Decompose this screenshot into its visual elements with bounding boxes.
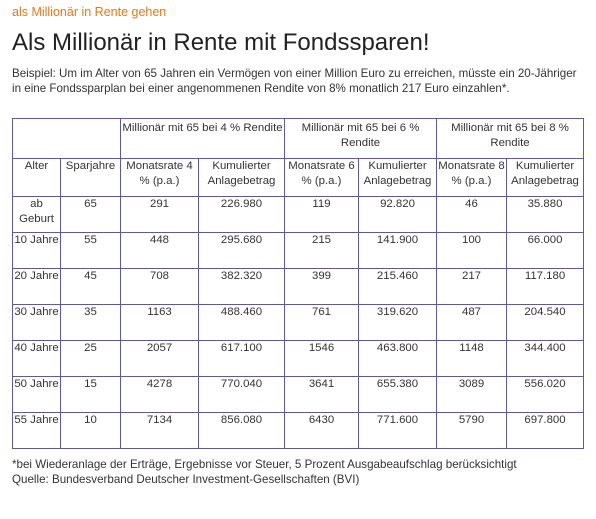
cell-rate-4: 7134 [120,412,199,449]
cell-cum-4: 488.460 [198,304,285,341]
cell-rate-8: 5790 [436,412,507,449]
cell-cum-8: 35.880 [506,196,584,233]
cell-rate-6: 6430 [284,412,359,449]
column-header-age: Alter [12,158,61,197]
cell-cum-6: 141.900 [358,232,437,269]
cell-rate-8: 217 [436,268,507,305]
cell-cum-4: 295.680 [198,232,285,269]
table-row: 55 Jahre 10 7134 856.080 6430 771.600 57… [12,412,584,449]
cell-years: 45 [60,268,121,305]
cell-years: 55 [60,232,121,269]
column-header-cum-8: Kumulierter Anlagebetrag [506,158,584,197]
table-row: 30 Jahre 35 1163 488.460 761 319.620 487… [12,304,584,341]
cell-cum-6: 463.800 [358,340,437,377]
cell-rate-4: 2057 [120,340,199,377]
article: als Millionär in Rente gehen Als Million… [12,0,586,486]
column-header-rate-4: Monatsrate 4 % (p.a.) [120,158,199,197]
cell-rate-6: 215 [284,232,359,269]
cell-age: 55 Jahre [12,412,61,449]
cell-rate-4: 1163 [120,304,199,341]
cell-age: 40 Jahre [12,340,61,377]
cell-rate-8: 1148 [436,340,507,377]
cell-cum-6: 319.620 [358,304,437,341]
table-row: 20 Jahre 45 708 382.320 399 215.460 217 … [12,268,584,305]
cell-cum-6: 215.460 [358,268,437,305]
cell-years: 10 [60,412,121,449]
cell-cum-4: 382.320 [198,268,285,305]
column-header-rate-8: Monatsrate 8 % (p.a.) [436,158,507,197]
cell-cum-8: 556.020 [506,376,584,413]
cell-rate-6: 119 [284,196,359,233]
cell-cum-6: 655.380 [358,376,437,413]
cell-cum-6: 92.820 [358,196,437,233]
cell-cum-4: 770.040 [198,376,285,413]
group-header-6-percent: Millionär mit 65 bei 6 % Rendite [284,118,437,159]
cell-years: 35 [60,304,121,341]
cell-cum-8: 344.400 [506,340,584,377]
cell-rate-6: 3641 [284,376,359,413]
table-group-header-row: Millionär mit 65 bei 4 % Rendite Million… [12,118,584,159]
cell-age: 10 Jahre [12,232,61,269]
footnote: *bei Wiederanlage der Erträge, Ergebniss… [12,458,517,471]
cell-rate-4: 448 [120,232,199,269]
cell-cum-4: 226.980 [198,196,285,233]
table-row: 50 Jahre 15 4278 770.040 3641 655.380 30… [12,376,584,413]
cell-cum-8: 697.800 [506,412,584,449]
cell-cum-6: 771.600 [358,412,437,449]
article-kicker: als Millionär in Rente gehen [12,5,167,19]
cell-age: ab Geburt [12,196,61,233]
cell-cum-4: 617.100 [198,340,285,377]
column-header-rate-6: Monatsrate 6 % (p.a.) [284,158,359,197]
table-row: 40 Jahre 25 2057 617.100 1546 463.800 11… [12,340,584,377]
cell-age: 20 Jahre [12,268,61,305]
cell-rate-8: 100 [436,232,507,269]
cell-rate-4: 708 [120,268,199,305]
table-row: ab Geburt 65 291 226.980 119 92.820 46 3… [12,196,584,233]
cell-rate-6: 761 [284,304,359,341]
cell-years: 25 [60,340,121,377]
cell-cum-8: 66.000 [506,232,584,269]
cell-rate-4: 4278 [120,376,199,413]
column-header-years: Sparjahre [60,158,121,197]
group-header-8-percent: Millionär mit 65 bei 8 % Rendite [436,118,584,159]
cell-cum-8: 204.540 [506,304,584,341]
cell-rate-8: 487 [436,304,507,341]
cell-rate-6: 399 [284,268,359,305]
group-header-4-percent: Millionär mit 65 bei 4 % Rendite [120,118,285,159]
cell-cum-4: 856.080 [198,412,285,449]
savings-table: Millionär mit 65 bei 4 % Rendite Million… [12,118,584,449]
cell-rate-8: 46 [436,196,507,233]
table-column-header-row: Alter Sparjahre Monatsrate 4 % (p.a.) Ku… [12,158,584,197]
article-intro: Beispiel: Um im Alter von 65 Jahren ein … [12,67,577,95]
column-header-cum-6: Kumulierter Anlagebetrag [358,158,437,197]
source-line: Quelle: Bundesverband Deutscher Investme… [12,473,360,486]
cell-cum-8: 117.180 [506,268,584,305]
cell-rate-6: 1546 [284,340,359,377]
cell-age: 30 Jahre [12,304,61,341]
column-header-cum-4: Kumulierter Anlagebetrag [198,158,285,197]
cell-years: 65 [60,196,121,233]
table-footer: *bei Wiederanlage der Erträge, Ergebniss… [12,457,584,487]
cell-rate-8: 3089 [436,376,507,413]
cell-rate-4: 291 [120,196,199,233]
cell-years: 15 [60,376,121,413]
table-corner-cell [12,118,121,159]
article-title: Als Millionär in Rente mit Fondssparen! [12,29,430,56]
cell-age: 50 Jahre [12,376,61,413]
table-row: 10 Jahre 55 448 295.680 215 141.900 100 … [12,232,584,269]
